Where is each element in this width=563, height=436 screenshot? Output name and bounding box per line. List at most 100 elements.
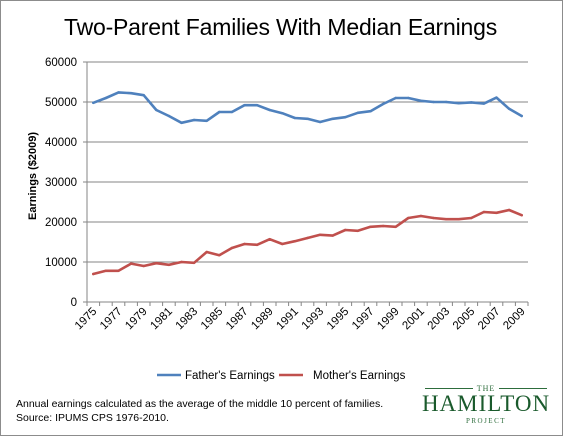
- x-tick-label: 2009: [501, 306, 528, 333]
- data-point: [180, 260, 183, 264]
- data-point: [306, 117, 309, 121]
- logo-rule-right: [499, 388, 547, 389]
- x-tick-label: 1979: [123, 306, 150, 333]
- y-tick-label: 40000: [45, 137, 77, 149]
- data-point: [407, 216, 410, 220]
- data-point: [293, 116, 297, 120]
- y-tick-labels: 0 10000 20000 30000 40000 50000 60000: [45, 57, 87, 309]
- data-point: [268, 108, 271, 112]
- data-point: [255, 104, 259, 107]
- data-point: [306, 236, 309, 240]
- logo-top-text: THE: [476, 384, 496, 393]
- data-point: [432, 100, 435, 104]
- y-tick-label: 30000: [45, 177, 77, 189]
- data-point: [155, 262, 158, 265]
- data-point: [344, 116, 347, 119]
- y-tick-label: 60000: [45, 57, 77, 69]
- data-point: [482, 102, 486, 105]
- footnote-line-2: Source: IPUMS CPS 1976-2010.: [16, 412, 169, 424]
- x-tick-label: 1997: [350, 306, 377, 333]
- data-point: [218, 254, 221, 257]
- data-point: [520, 114, 523, 118]
- data-point: [520, 214, 523, 217]
- data-point: [507, 208, 511, 212]
- data-point: [104, 96, 108, 100]
- data-point: [192, 261, 196, 264]
- data-point: [381, 224, 385, 228]
- data-point: [205, 119, 208, 123]
- legend-label-1: Mother's Earnings: [313, 370, 406, 382]
- logo-main-text: HAMILTON: [421, 391, 551, 416]
- x-tick-label: 1977: [98, 306, 125, 333]
- data-point: [331, 234, 334, 237]
- x-tick-label: 2003: [426, 306, 453, 333]
- data-point: [457, 218, 460, 221]
- gridlines: [87, 61, 528, 263]
- y-tick-label: 0: [71, 297, 77, 309]
- data-point: [255, 243, 259, 246]
- x-tick-label: 1987: [224, 306, 251, 333]
- data-point: [243, 104, 246, 107]
- x-tick-labels: 1975197719791981198319851987198919911993…: [73, 302, 529, 333]
- data-point: [142, 94, 145, 97]
- series-lines: [92, 91, 524, 276]
- data-point: [117, 91, 120, 94]
- data-point: [356, 229, 360, 232]
- data-point: [318, 233, 322, 236]
- logo-rule-left: [425, 388, 473, 389]
- data-point: [92, 101, 95, 105]
- data-point: [381, 102, 385, 106]
- legend-label-0: Father's Earnings: [185, 370, 275, 382]
- chart-title: Two-Parent Families With Median Earnings: [64, 14, 497, 40]
- data-point: [129, 262, 133, 265]
- data-point: [331, 117, 334, 121]
- series-line-1: [92, 208, 524, 276]
- data-point: [470, 101, 473, 104]
- data-point: [369, 110, 372, 113]
- logo-bottom-text: PROJECT: [465, 417, 507, 425]
- x-tick-label: 1989: [249, 306, 276, 333]
- data-point: [318, 120, 322, 124]
- data-point: [495, 96, 498, 99]
- x-tick-label: 2007: [476, 306, 503, 333]
- data-point: [167, 114, 171, 118]
- footnote-line-1: Annual earnings calculated as the averag…: [16, 398, 384, 410]
- x-tick-label: 1983: [174, 306, 201, 333]
- data-point: [104, 269, 108, 272]
- data-point: [457, 102, 460, 105]
- data-point: [495, 211, 498, 214]
- y-tick-label: 50000: [45, 97, 77, 109]
- data-point: [470, 216, 473, 220]
- data-point: [281, 112, 284, 115]
- data-point: [205, 250, 208, 254]
- x-tick-label: 1975: [73, 306, 100, 333]
- data-point: [230, 246, 234, 250]
- y-tick-label: 20000: [45, 217, 77, 229]
- x-tick-label: 1991: [274, 306, 301, 333]
- data-point: [344, 228, 347, 232]
- data-point: [482, 210, 486, 214]
- data-point: [230, 110, 234, 114]
- data-point: [444, 218, 448, 221]
- x-tick-label: 1981: [148, 306, 175, 333]
- data-point: [281, 242, 284, 246]
- data-point: [155, 108, 158, 112]
- legend: Father's Earnings Mother's Earnings: [157, 370, 406, 382]
- data-point: [369, 225, 372, 228]
- data-point: [142, 264, 145, 268]
- data-point: [407, 96, 410, 100]
- hamilton-project-logo: THE HAMILTON PROJECT: [421, 384, 551, 428]
- data-point: [444, 100, 448, 104]
- data-point: [356, 111, 360, 115]
- data-point: [117, 269, 120, 272]
- y-axis-label: Earnings ($2009): [27, 132, 39, 220]
- data-point: [92, 272, 95, 276]
- data-point: [419, 99, 423, 103]
- data-point: [432, 216, 435, 220]
- y-tick-label: 10000: [45, 257, 77, 269]
- data-point: [180, 121, 183, 125]
- x-tick-label: 1993: [300, 306, 327, 333]
- x-tick-label: 1999: [375, 306, 402, 333]
- data-point: [268, 238, 271, 241]
